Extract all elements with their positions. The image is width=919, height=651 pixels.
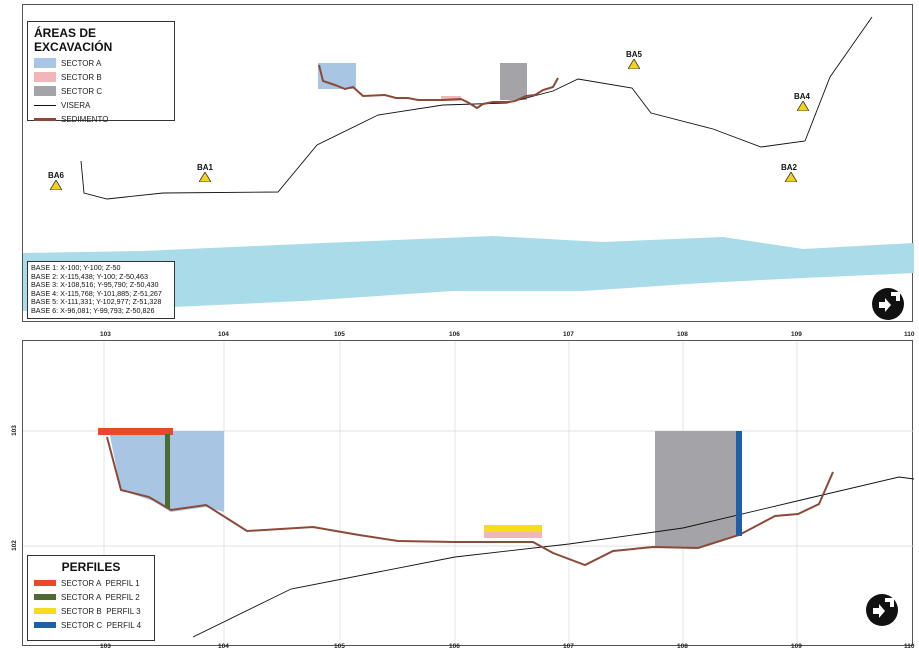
- warning-triangle-icon: [797, 101, 809, 111]
- x-tick-105: 105: [334, 331, 345, 338]
- river-band: [23, 236, 914, 311]
- sector-c-section: [655, 431, 739, 547]
- visera-line: [80, 16, 873, 200]
- x-tick-104-bottom: 104: [218, 643, 229, 650]
- perfil-3-swatch: [34, 608, 56, 614]
- perfil-2-marker: [165, 434, 170, 508]
- excavation-areas-map: ÁREAS DE EXCAVACIÓN SECTOR A SECTOR B SE…: [22, 4, 914, 322]
- legend-label: SECTOR A: [61, 58, 102, 68]
- legend-title: PERFILES: [61, 560, 121, 574]
- x-tick-107-bottom: 107: [563, 643, 574, 650]
- base-6-coords: BASE 6: X-96,081; Y-99,793; Z-50,826: [31, 305, 155, 315]
- x-tick-108: 108: [677, 331, 688, 338]
- legend-label: SECTOR A PERFIL 1: [61, 578, 140, 588]
- y-tick-102: 102: [10, 540, 18, 551]
- x-tick-103-bottom: 103: [100, 643, 111, 650]
- base-2-coords: BASE 2: X-115,438; Y-100; Z-50,463: [31, 271, 148, 281]
- warning-triangle-icon: [785, 172, 797, 182]
- x-tick-104: 104: [218, 331, 229, 338]
- base-3-coords: BASE 3: X-108,516; Y-95,790; Z-50,430: [31, 280, 159, 290]
- map-drawing: [23, 16, 914, 311]
- x-tick-106-bottom: 106: [449, 643, 460, 650]
- x-tick-103: 103: [100, 331, 111, 338]
- station-ba4-label: BA4: [794, 92, 811, 101]
- x-tick-109: 109: [791, 331, 802, 338]
- perfil-4-swatch: [34, 622, 56, 628]
- legend-label: SEDIMENTO: [61, 114, 109, 124]
- base-4-coords: BASE 4: X-115,768; Y-101,885; Z-51,267: [31, 288, 162, 298]
- sedimento-line: [106, 436, 834, 567]
- y-tick-103: 103: [10, 425, 18, 436]
- sector-a-area: [318, 63, 356, 89]
- profiles-drawing: [23, 341, 914, 647]
- base-5-coords: BASE 5: X-111,331; Y-102,977; Z-51,328: [31, 297, 162, 307]
- legend-item-perfil-4: SECTOR C PERFIL 4: [28, 618, 154, 632]
- visera-swatch: [34, 104, 56, 106]
- legend-item-sector-b: SECTOR B: [28, 70, 174, 84]
- profiles-section-plot: 103 102 PERFILES SECTOR A PERFIL 1 SECTO…: [11, 340, 914, 647]
- station-ba5-label: BA5: [626, 50, 643, 59]
- x-tick-109-bottom: 109: [791, 643, 802, 650]
- north-arrow-icon: [866, 594, 898, 626]
- sector-c-area: [500, 63, 527, 100]
- station-ba2-label: BA2: [781, 163, 798, 172]
- perfil-2-swatch: [34, 594, 56, 600]
- sedimento-swatch: [34, 117, 56, 121]
- bases-coordinates-box: BASE 1: X-100; Y-100; Z-50 BASE 2: X-115…: [27, 261, 175, 319]
- warning-triangle-icon: [199, 172, 211, 182]
- station-ba6-label: BA6: [48, 171, 65, 180]
- x-tick-105-bottom: 105: [334, 643, 345, 650]
- base-1-coords: BASE 1: X-100; Y-100; Z-50: [31, 263, 121, 272]
- sedimento-line: [318, 64, 559, 110]
- legend-item-visera: VISERA: [28, 98, 174, 112]
- legend-label: SECTOR B PERFIL 3: [61, 606, 141, 616]
- warning-triangle-icon: [628, 59, 640, 69]
- profiles-legend: PERFILES SECTOR A PERFIL 1 SECTOR A PERF…: [27, 555, 155, 641]
- legend-item-perfil-1: SECTOR A PERFIL 1: [28, 576, 154, 590]
- sector-a-swatch: [34, 58, 56, 68]
- x-tick-110: 110: [904, 331, 915, 338]
- legend-title: ÁREAS DE EXCAVACIÓN: [34, 26, 113, 54]
- north-arrow-icon: [872, 288, 904, 320]
- legend-label: SECTOR C: [61, 86, 103, 96]
- legend-label: SECTOR A PERFIL 2: [61, 592, 140, 602]
- legend-label: VISERA: [61, 100, 91, 110]
- sector-c-swatch: [34, 86, 56, 96]
- x-tick-110-bottom: 110: [904, 643, 915, 650]
- legend-label: SECTOR B: [61, 72, 102, 82]
- legend-item-sedimento: SEDIMENTO: [28, 112, 174, 126]
- legend-item-sector-c: SECTOR C: [28, 84, 174, 98]
- sector-b-area: [441, 96, 461, 101]
- perfil-3-marker: [484, 525, 542, 532]
- perfil-4-marker: [736, 431, 742, 536]
- x-tick-107: 107: [563, 331, 574, 338]
- legend-label: SECTOR C PERFIL 4: [61, 620, 142, 630]
- perfil-1-marker: [98, 428, 173, 435]
- perfil-1-swatch: [34, 580, 56, 586]
- visera-line: [192, 476, 914, 638]
- x-tick-108-bottom: 108: [677, 643, 688, 650]
- warning-triangle-icon: [50, 180, 62, 190]
- sector-b-section: [484, 532, 542, 538]
- legend-item-perfil-3: SECTOR B PERFIL 3: [28, 604, 154, 618]
- legend-item-sector-a: SECTOR A: [28, 56, 174, 70]
- legend-item-perfil-2: SECTOR A PERFIL 2: [28, 590, 154, 604]
- sector-b-swatch: [34, 72, 56, 82]
- x-tick-106: 106: [449, 331, 460, 338]
- station-ba1-label: BA1: [197, 163, 214, 172]
- excavation-legend: ÁREAS DE EXCAVACIÓN SECTOR A SECTOR B SE…: [27, 21, 175, 124]
